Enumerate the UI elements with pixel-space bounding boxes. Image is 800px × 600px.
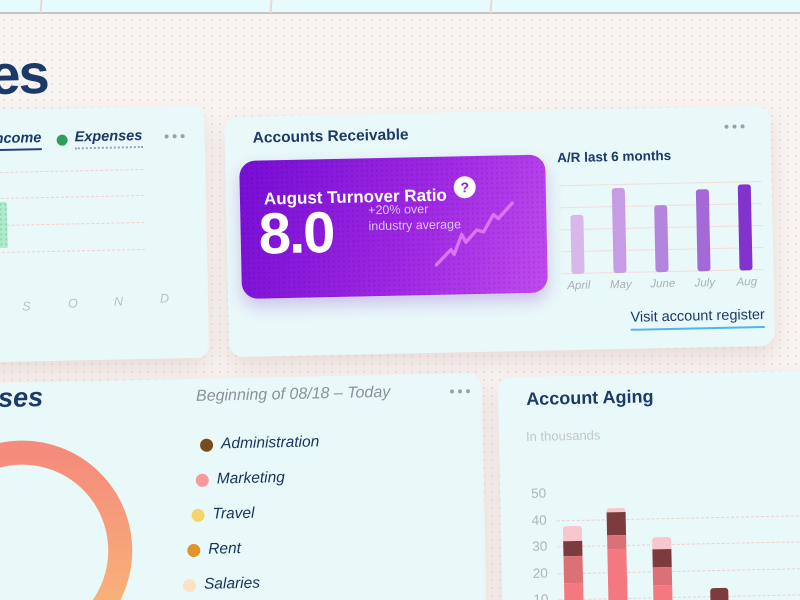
mini-chart-title: A/R last 6 months: [556, 147, 672, 166]
gridline: [556, 514, 800, 522]
legend-item-travel[interactable]: Travel: [212, 504, 255, 523]
kpi-value: 8.0: [257, 200, 334, 267]
visit-account-register-link[interactable]: Visit account register: [630, 306, 766, 331]
legend-item-marketing[interactable]: Marketing: [216, 469, 286, 488]
legend-item-rent[interactable]: Rent: [208, 540, 242, 558]
legend-item-salaries[interactable]: Salaries: [203, 574, 261, 593]
month-label: O: [67, 296, 79, 311]
card-gap-tick: [489, 0, 493, 14]
y-tick-20: 20: [532, 565, 548, 581]
trend-sparkline: [434, 201, 514, 267]
legend-dot-salaries-icon: [182, 578, 197, 593]
card-title-fragment: ses: [0, 382, 44, 414]
aging-bar-3-segment: [652, 548, 672, 568]
expenses-legend: Administration Marketing Travel Rent Salarie…: [0, 373, 482, 593]
card-subtitle: In thousands: [525, 427, 601, 445]
month-label: S: [21, 299, 32, 314]
gridline: [557, 567, 800, 575]
aging-bar-1-segment: [562, 525, 583, 542]
top-edge-strip: [0, 0, 800, 14]
expenses-breakdown-card: ses Beginning of 08/18 – Today Administr…: [0, 372, 487, 600]
aging-bar-2-segment: [606, 512, 627, 536]
ar-bar-may: [611, 187, 627, 274]
y-tick-30: 30: [532, 538, 548, 554]
aging-bar-1-segment: [564, 582, 584, 600]
legend-item-income[interactable]: ncome: [0, 130, 42, 152]
income-expenses-card: ncome Expenses S O N D: [0, 105, 210, 364]
aging-bar-1-segment: [563, 540, 583, 557]
aging-bar-3-segment: [652, 566, 673, 586]
aging-bar-2-segment: [607, 548, 628, 600]
ar-bar-label: June: [650, 277, 676, 291]
gridline: [557, 540, 800, 548]
ar-bar-june: [654, 205, 669, 273]
ar-bar-april: [570, 214, 585, 275]
ellipsis-menu-icon[interactable]: [449, 389, 471, 394]
y-axis-labels: 50 40 30 20 10: [498, 371, 800, 600]
gridline: [0, 194, 144, 200]
page-title-fragment: es: [0, 41, 49, 107]
y-tick-40: 40: [531, 512, 547, 528]
aging-bar-3-segment: [653, 584, 673, 600]
month-label: N: [113, 293, 125, 309]
legend-item-administration[interactable]: Administration: [220, 433, 320, 453]
aging-stacked-bars: [498, 371, 800, 600]
accounts-receivable-card: Accounts Receivable August Turnover Rati…: [224, 105, 776, 358]
date-range-label[interactable]: Beginning of 08/18 – Today: [195, 383, 391, 405]
aging-bar-3-segment: [652, 537, 672, 550]
legend-dot-administration-icon: [199, 438, 214, 452]
card-gap-tick: [39, 0, 43, 14]
card-gap-tick: [269, 0, 273, 14]
income-bar: [0, 201, 8, 249]
legend-item-expenses[interactable]: Expenses: [74, 127, 143, 150]
ar-bar-label: Aug: [736, 276, 758, 289]
gridline: [0, 248, 145, 254]
gridline: [0, 168, 144, 174]
gridline: [0, 221, 145, 227]
aging-bar-2-segment: [607, 534, 627, 550]
gridline: [558, 593, 800, 600]
legend-dot-travel-icon: [191, 508, 205, 523]
legend-dot-marketing-icon: [195, 473, 209, 487]
aging-bar-1-segment: [563, 555, 584, 584]
gridline: [559, 181, 762, 187]
y-tick-50: 50: [530, 485, 547, 501]
account-aging-card: Account Aging In thousands 50 40 30 20 10: [497, 370, 800, 600]
aging-bar-4-segment: [710, 587, 729, 600]
ar-bar-label: April: [567, 279, 591, 293]
expenses-donut-chart: [0, 440, 133, 600]
card-title: Accounts Receivable: [252, 126, 409, 147]
expenses-legend-dot-icon: [56, 134, 68, 146]
month-label: D: [159, 291, 171, 306]
ar-mini-bar-chart: April May June July Aug: [224, 106, 770, 292]
ellipsis-menu-icon[interactable]: [164, 134, 185, 139]
ar-bar-july: [695, 189, 711, 272]
ar-bar-label: July: [694, 277, 716, 290]
ar-bar-label: May: [609, 278, 632, 292]
ar-bar-aug: [737, 184, 753, 271]
ellipsis-menu-icon[interactable]: [724, 124, 745, 129]
legend-dot-rent-icon: [187, 543, 201, 558]
card-title: Account Aging: [525, 386, 654, 409]
y-tick-10: 10: [533, 591, 549, 600]
turnover-kpi-panel: August Turnover Ratio ? 8.0 +20% over in…: [239, 154, 548, 299]
